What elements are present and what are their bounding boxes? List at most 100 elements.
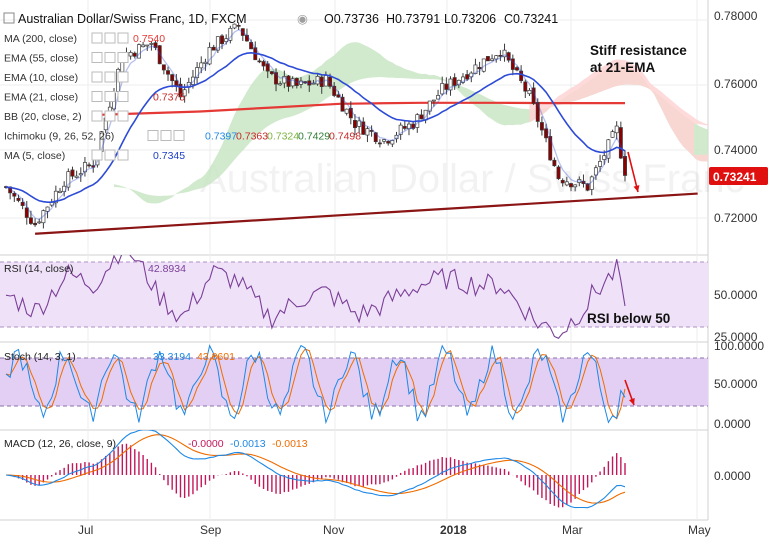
rsi-tick: 25.0000 — [714, 330, 758, 344]
resistance-note-line2: at 21-EMA — [590, 60, 656, 75]
candle — [598, 154, 603, 172]
candle — [386, 140, 391, 146]
legend-item[interactable]: EMA (21, close) 0.7375 — [4, 91, 185, 104]
date-tick: Nov — [323, 523, 344, 537]
legend-value: 0.7540 — [133, 33, 165, 45]
candle — [261, 59, 266, 71]
candle — [502, 43, 507, 62]
candle — [585, 183, 590, 192]
close-icon[interactable] — [117, 32, 129, 44]
candle — [515, 65, 519, 72]
legend-item[interactable]: MA (5, close) 0.7345 — [4, 149, 185, 162]
candle — [544, 123, 549, 143]
ichimoku-cloud-bearish — [529, 59, 708, 162]
gear-icon[interactable] — [104, 71, 116, 83]
legend-label: EMA (21, close) — [4, 92, 78, 104]
candle — [45, 206, 50, 219]
gear-icon[interactable] — [104, 91, 116, 102]
close-icon[interactable] — [173, 130, 185, 141]
rsi-value: 42.8934 — [148, 263, 186, 275]
candle — [593, 165, 598, 180]
current-price-tag — [709, 167, 768, 185]
price-tick: 0.74000 — [714, 143, 758, 157]
legend-item[interactable]: Ichimoku (9, 26, 52, 26) 0.73970.73630.73… — [4, 130, 361, 143]
candle — [361, 117, 366, 135]
candle — [319, 74, 324, 94]
rsi-label[interactable]: RSI (14, close) — [4, 263, 73, 275]
candle — [614, 121, 619, 140]
gear-icon[interactable] — [104, 149, 116, 161]
candle — [166, 66, 170, 81]
close-icon[interactable] — [117, 149, 129, 161]
price-axis[interactable]: 0.78000 0.76000 0.74000 0.72000 — [714, 9, 758, 225]
gear-icon[interactable] — [104, 52, 116, 63]
resistance-note-line1: Stiff resistance — [590, 43, 687, 58]
stoch-k-line — [5, 344, 626, 425]
chart-header: Australian Dollar/Swiss Franc, 1D, FXCM … — [3, 12, 558, 26]
close-icon[interactable] — [117, 71, 129, 83]
candle — [265, 60, 270, 79]
candle — [535, 98, 540, 128]
stoch-label[interactable]: Stoch (14, 3, 1) — [4, 351, 76, 363]
gear-icon[interactable] — [104, 110, 116, 122]
candle — [436, 89, 441, 100]
date-tick: Mar — [562, 523, 583, 537]
macd-tick: 0.0000 — [714, 469, 751, 483]
eye-icon[interactable] — [91, 91, 103, 102]
macd-histogram — [9, 443, 626, 508]
eye-icon[interactable] — [91, 71, 103, 83]
macd-value: -0.0013 — [230, 438, 266, 450]
candle — [490, 54, 495, 62]
legend-value: 0.7324 — [267, 131, 299, 143]
time-axis[interactable]: Jul Sep Nov 2018 Mar May — [78, 523, 711, 537]
eye-icon[interactable]: ◉ — [297, 12, 308, 26]
stoch-band — [0, 358, 708, 406]
legend-item[interactable]: MA (200, close) 0.7540 — [4, 32, 165, 45]
price-tick: 0.78000 — [714, 9, 758, 23]
candle — [149, 40, 154, 51]
candle — [581, 174, 586, 188]
legend-label: EMA (55, close) — [4, 53, 78, 65]
close-icon[interactable] — [117, 91, 129, 102]
legend-item[interactable]: EMA (10, close) — [4, 71, 129, 84]
candle — [220, 34, 224, 50]
eye-icon[interactable] — [91, 52, 103, 63]
candle — [569, 182, 573, 192]
candle — [269, 70, 274, 76]
candle — [70, 166, 75, 180]
candles — [4, 22, 627, 229]
date-tick: 2018 — [440, 523, 467, 537]
candle — [41, 209, 46, 229]
candle — [353, 114, 357, 135]
legend-value: 0.7429 — [298, 131, 330, 143]
candle — [16, 194, 21, 203]
candle — [573, 184, 578, 192]
candle — [311, 79, 316, 85]
eye-icon[interactable] — [91, 32, 103, 44]
legend-label: MA (5, close) — [4, 150, 65, 162]
collapse-icon[interactable] — [3, 12, 15, 24]
close-icon[interactable] — [117, 110, 129, 122]
candle — [402, 120, 407, 131]
gear-icon[interactable] — [104, 32, 116, 44]
candle — [427, 100, 432, 115]
eye-icon[interactable] — [91, 110, 103, 122]
eye-icon[interactable] — [147, 130, 159, 141]
candle — [618, 121, 623, 160]
symbol-title[interactable]: Australian Dollar/Swiss Franc, 1D, FXCM — [18, 12, 247, 26]
close-icon[interactable] — [117, 52, 129, 63]
candle — [87, 162, 92, 168]
stoch-d-line — [5, 348, 626, 420]
candle — [589, 175, 594, 196]
macd-label[interactable]: MACD (12, 26, close, 9) — [4, 438, 116, 450]
candle — [382, 138, 386, 144]
candle — [469, 71, 474, 83]
stoch-d-value: 43.8601 — [197, 351, 235, 363]
legend-item[interactable]: BB (20, close, 2) — [4, 110, 129, 123]
eye-icon[interactable] — [91, 149, 103, 161]
stoch-tick: 0.0000 — [714, 417, 751, 431]
gear-icon[interactable] — [160, 130, 172, 141]
date-tick: May — [688, 523, 711, 537]
legend-item[interactable]: EMA (55, close) — [4, 52, 129, 65]
